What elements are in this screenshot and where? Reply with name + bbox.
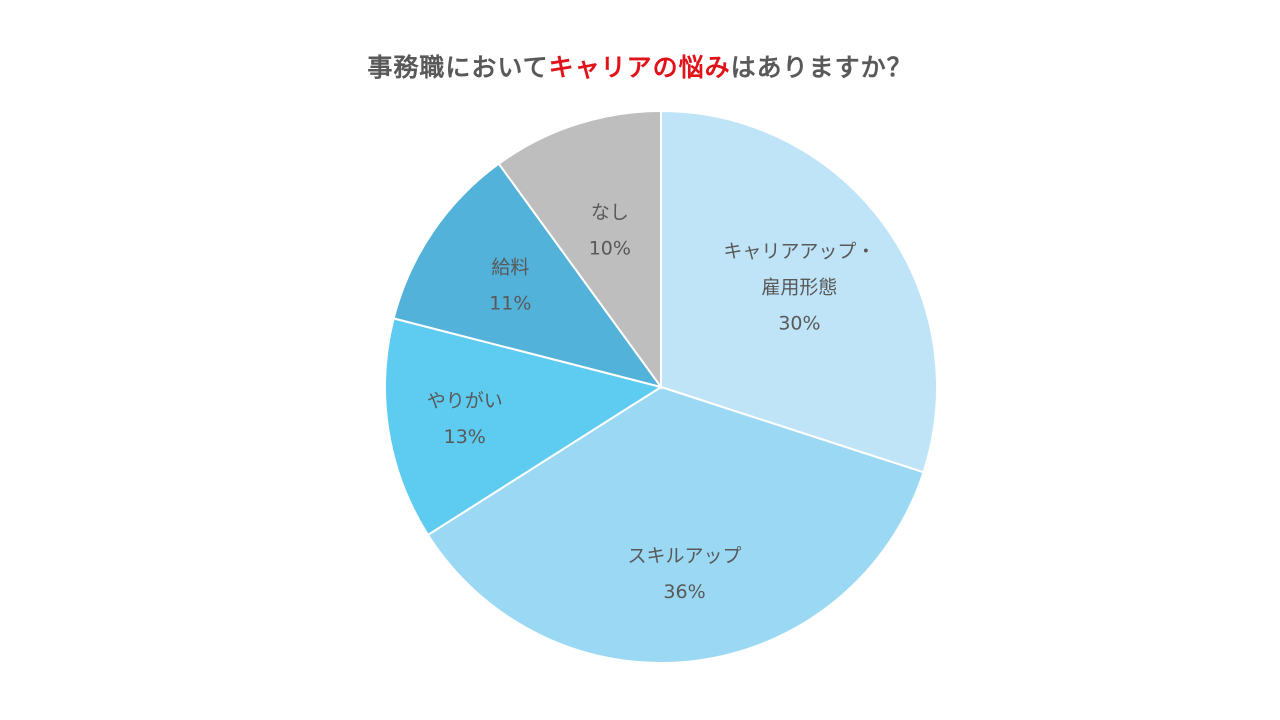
slice-value-label: 30% xyxy=(778,312,820,334)
slice-value-label: 13% xyxy=(444,426,486,448)
chart-title-suffix: はありますか？ xyxy=(730,53,913,82)
slice-value-label: 36% xyxy=(663,581,705,603)
slice-category-label: 雇用形態 xyxy=(761,276,837,298)
pie-slice xyxy=(384,317,664,537)
pie-slice xyxy=(660,109,938,474)
pie-slice xyxy=(497,109,662,391)
slice-label: スキルアップ 36% xyxy=(628,545,742,603)
slice-category-label: キャリアアップ・ xyxy=(723,240,875,262)
chart-title-prefix: 事務職において xyxy=(367,53,549,82)
slice-label: 給料 11% xyxy=(489,257,531,315)
slice-category-label: スキルアップ xyxy=(628,545,742,567)
slice-category-label: やりがい xyxy=(427,390,503,412)
slice-value-label: 11% xyxy=(489,293,531,315)
slice-category-label: なし xyxy=(591,202,629,224)
slice-category-label: 給料 xyxy=(491,257,529,279)
slice-label: なし 10% xyxy=(589,202,631,260)
slice-value-label: 10% xyxy=(589,238,631,260)
slice-label: キャリアアップ・雇用形態 30% xyxy=(723,240,875,334)
pie-slice xyxy=(426,385,925,664)
slice-label: やりがい 13% xyxy=(427,390,503,448)
chart-title-highlight: キャリアの悩み xyxy=(548,53,731,82)
pie-slice xyxy=(392,162,664,389)
chart-title: 事務職においてキャリアの悩みはありますか？ xyxy=(0,48,1280,84)
